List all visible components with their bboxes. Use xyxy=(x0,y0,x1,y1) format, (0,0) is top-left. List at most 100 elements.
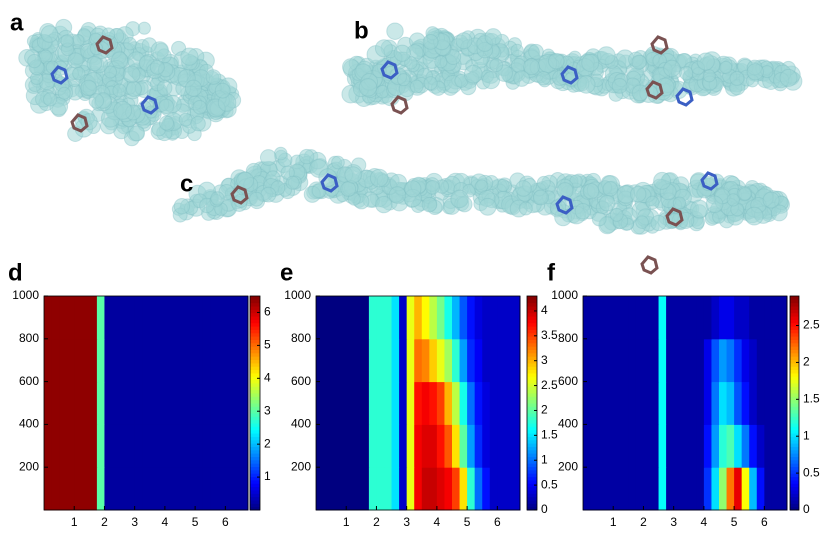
colorbar-step xyxy=(790,403,799,407)
heat-cell xyxy=(202,338,211,383)
heat-cell xyxy=(756,424,765,468)
heat-cell xyxy=(658,296,667,340)
heat-cell xyxy=(127,424,136,468)
heat-cell xyxy=(421,338,430,383)
heat-cell xyxy=(59,424,68,468)
heat-cell xyxy=(217,424,226,468)
colorbar-step xyxy=(790,493,799,498)
heat-cell xyxy=(436,467,445,511)
heat-cell xyxy=(142,381,151,425)
heat-cell xyxy=(719,381,728,425)
colorbar-step xyxy=(250,369,260,374)
colorbar-step xyxy=(527,352,537,357)
colorbar-step xyxy=(527,306,537,310)
heat-cell xyxy=(771,467,780,511)
panel-label: e xyxy=(280,259,293,286)
colorbar-step xyxy=(527,372,537,377)
heat-cell xyxy=(112,467,121,511)
heat-cell xyxy=(51,381,60,425)
heat-cell xyxy=(361,424,370,468)
panel-label: b xyxy=(354,17,369,44)
colorbar-step xyxy=(790,499,799,504)
colorbar-step xyxy=(790,326,799,330)
heat-cell xyxy=(368,381,377,425)
heat-cell xyxy=(391,381,400,425)
atom xyxy=(40,25,59,43)
heat-cell xyxy=(353,296,362,340)
colorbar-step xyxy=(527,456,537,461)
heat-cell xyxy=(711,381,720,425)
x-tick-label: 1 xyxy=(71,515,78,529)
heat-cell xyxy=(44,381,53,425)
colorbar-frame xyxy=(526,295,538,511)
colorbar-step xyxy=(250,362,260,367)
colorbar-step xyxy=(527,369,537,374)
side-chain xyxy=(50,65,69,85)
heat-cell xyxy=(210,381,219,425)
colorbar-step xyxy=(527,322,537,327)
heat-cell xyxy=(202,381,211,425)
heat-cell xyxy=(142,467,151,511)
colorbar-step xyxy=(250,429,260,434)
x-tick-label: 5 xyxy=(731,515,738,529)
heat-cell xyxy=(406,424,415,468)
heat-cell xyxy=(74,338,83,383)
atom xyxy=(475,179,489,193)
heat-cell xyxy=(474,296,483,340)
heat-cell xyxy=(771,338,780,383)
heat-cell xyxy=(232,381,241,425)
heat-cell xyxy=(44,296,53,340)
heat-cell xyxy=(195,296,204,340)
atom xyxy=(60,34,74,48)
heat-cell xyxy=(187,467,196,511)
heat-cell xyxy=(391,467,400,511)
side-chain xyxy=(95,35,114,55)
heat-cell xyxy=(172,467,181,511)
heat-cell xyxy=(635,296,644,340)
heat-cell xyxy=(376,424,385,468)
atom xyxy=(463,64,483,84)
colorbar-step xyxy=(790,389,799,394)
heat-cell xyxy=(489,296,498,340)
heat-cell xyxy=(384,338,393,383)
colorbar-step xyxy=(790,486,799,491)
side-chain xyxy=(140,95,159,115)
colorbar-step xyxy=(527,346,537,350)
colorbar-tick-label: 6 xyxy=(264,305,271,319)
heat-cell xyxy=(467,424,476,468)
atom xyxy=(422,33,439,50)
colorbar-tick-label: 1.5 xyxy=(541,428,558,442)
heat-cell xyxy=(391,296,400,340)
heat-cell xyxy=(688,467,697,511)
heat-cell xyxy=(504,381,513,425)
colorbar-step xyxy=(250,319,260,324)
heat-cell xyxy=(696,467,705,511)
colorbar-step xyxy=(250,503,260,508)
heat-cell xyxy=(316,467,325,511)
colorbar-step xyxy=(250,346,260,350)
colorbar-step xyxy=(250,382,260,387)
colorbar-step xyxy=(250,356,260,361)
heat-cell xyxy=(232,467,241,511)
heat-cell xyxy=(346,467,355,511)
colorbar-step xyxy=(790,346,799,350)
atom xyxy=(729,70,745,86)
colorbar-step xyxy=(527,386,537,391)
heat-cell xyxy=(673,338,682,383)
heat-cell xyxy=(149,467,158,511)
heat-cell xyxy=(583,381,592,425)
colorbar-step xyxy=(527,403,537,407)
atom xyxy=(532,189,549,206)
heat-cell xyxy=(210,338,219,383)
heat-cell xyxy=(598,381,607,425)
atom xyxy=(650,214,667,232)
heat-cell xyxy=(195,467,204,511)
heat-cell xyxy=(489,338,498,383)
colorbar-step xyxy=(250,446,260,451)
heat-cell xyxy=(232,338,241,383)
heat-cell xyxy=(104,296,113,340)
side-chain xyxy=(645,80,664,100)
atom xyxy=(482,71,501,90)
colorbar-tick-label: 1.5 xyxy=(803,391,820,405)
atom xyxy=(528,43,544,60)
